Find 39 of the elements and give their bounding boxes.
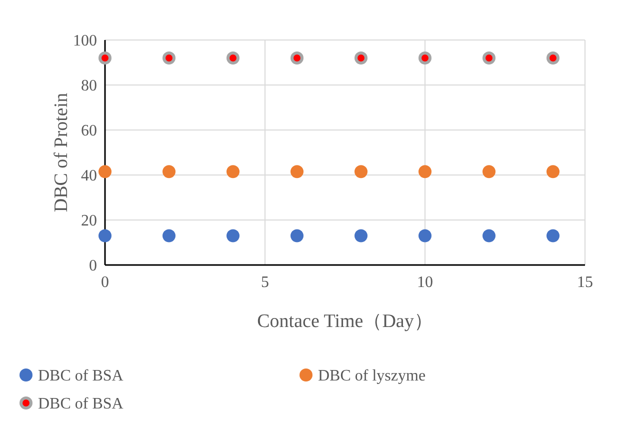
point xyxy=(162,229,176,242)
x-axis-title: Contace Time（Day） xyxy=(257,311,433,332)
point xyxy=(290,229,304,242)
y-tick-label: 80 xyxy=(81,78,97,95)
point xyxy=(290,165,304,178)
point xyxy=(482,229,496,242)
point xyxy=(418,52,432,64)
point xyxy=(418,165,432,178)
point xyxy=(98,229,112,242)
legend-label: DBC of BSA xyxy=(38,368,124,385)
y-tick-label: 100 xyxy=(73,32,97,50)
y-tick-label: 40 xyxy=(81,168,97,185)
y-tick-label: 0 xyxy=(89,258,97,275)
point xyxy=(482,52,496,64)
point xyxy=(162,165,176,178)
x-tick-label: 15 xyxy=(577,274,593,291)
y-tick-label: 60 xyxy=(81,122,97,140)
legend-label: DBC of lyszyme xyxy=(318,368,426,385)
point xyxy=(354,229,368,242)
point xyxy=(546,52,560,64)
legend-label: DBC of BSA xyxy=(38,396,124,413)
point xyxy=(162,52,176,64)
point xyxy=(98,52,112,64)
point xyxy=(482,165,496,178)
x-tick-label: 5 xyxy=(261,274,269,291)
point xyxy=(290,52,304,64)
point xyxy=(226,229,240,242)
y-axis-title: DBC of Protein xyxy=(51,92,72,212)
point xyxy=(354,165,368,178)
x-tick-label: 0 xyxy=(101,274,109,291)
point xyxy=(98,165,112,178)
point xyxy=(226,52,240,64)
y-tick-label: 20 xyxy=(81,212,97,230)
point xyxy=(354,52,368,64)
x-tick-label: 10 xyxy=(417,274,433,291)
point xyxy=(418,229,432,242)
point xyxy=(546,229,560,242)
point xyxy=(546,165,560,178)
point xyxy=(226,165,240,178)
